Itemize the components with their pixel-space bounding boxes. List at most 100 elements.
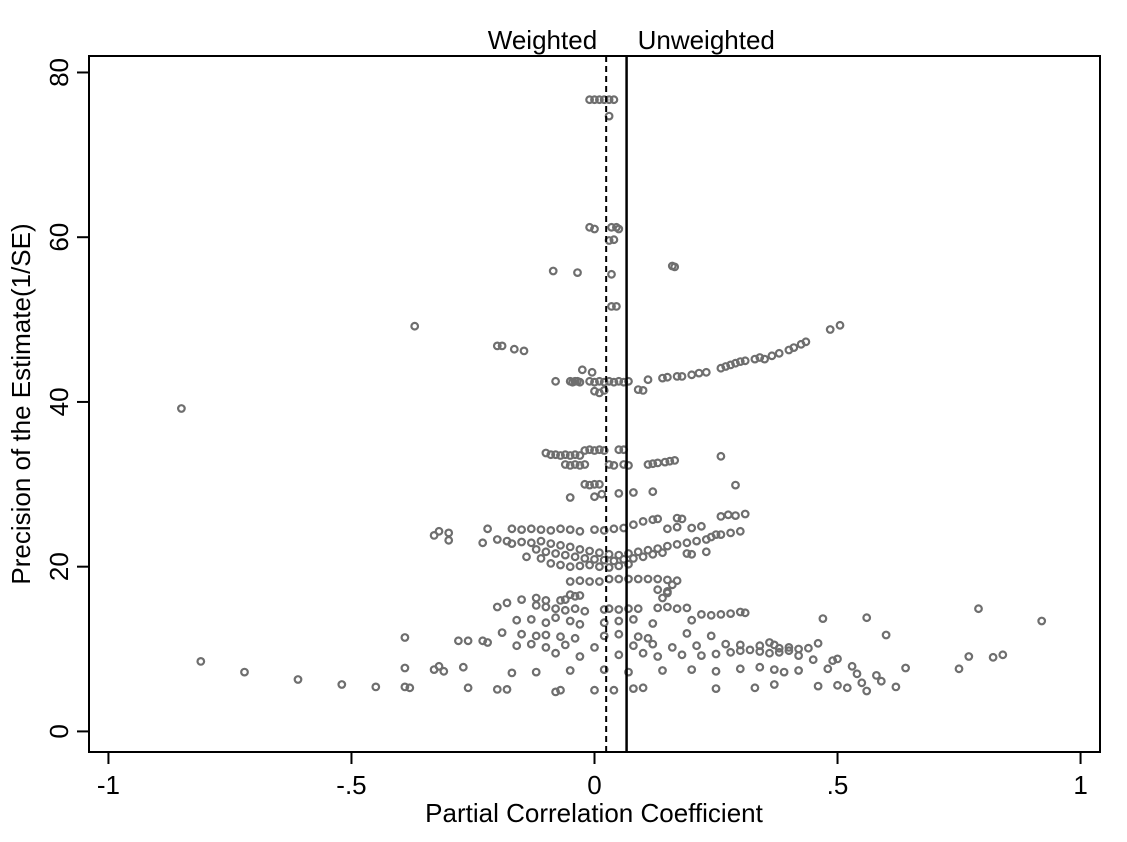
data-point	[575, 652, 585, 661]
data-point	[750, 354, 760, 364]
data-point	[536, 554, 546, 563]
data-point	[813, 638, 823, 648]
data-point	[740, 608, 750, 618]
data-point	[599, 665, 609, 674]
data-point	[677, 650, 687, 660]
data-point	[614, 561, 624, 571]
data-point	[687, 615, 697, 625]
data-point	[575, 526, 585, 536]
data-point	[546, 450, 556, 460]
data-point	[643, 633, 653, 643]
data-point	[400, 633, 410, 642]
data-point	[643, 375, 653, 385]
data-point	[609, 461, 619, 470]
data-point	[629, 684, 638, 693]
data-point	[694, 368, 704, 378]
data-point	[881, 630, 891, 640]
data-point	[624, 559, 633, 569]
data-point	[512, 641, 522, 651]
data-point	[585, 546, 594, 556]
data-point	[541, 618, 551, 628]
data-point	[692, 641, 701, 651]
data-point	[585, 376, 594, 386]
data-point	[551, 549, 560, 558]
data-point	[760, 354, 769, 364]
y-tick-label: 60	[44, 223, 74, 252]
data-point	[857, 678, 867, 688]
data-point	[575, 377, 585, 387]
unweighted-label: Unweighted	[638, 25, 775, 55]
data-point	[458, 662, 468, 672]
data-point	[580, 606, 590, 616]
data-point	[974, 604, 983, 614]
data-point	[653, 585, 663, 595]
data-point	[565, 590, 575, 600]
data-point	[548, 266, 558, 276]
data-point	[565, 562, 575, 572]
data-point	[607, 269, 616, 279]
data-point	[614, 376, 624, 386]
data-point	[590, 554, 599, 564]
data-point	[599, 386, 609, 395]
data-point	[663, 602, 672, 612]
data-point	[624, 461, 633, 470]
data-point	[580, 446, 590, 455]
data-point	[687, 523, 697, 533]
data-point	[556, 524, 565, 534]
data-point	[546, 526, 556, 535]
data-point	[648, 549, 658, 559]
data-point	[638, 552, 648, 562]
data-point	[692, 536, 701, 546]
data-point	[653, 603, 663, 613]
data-point	[643, 574, 653, 584]
data-point	[196, 657, 206, 666]
data-point	[575, 591, 585, 600]
data-point	[590, 377, 599, 387]
data-point	[672, 372, 682, 381]
data-point	[531, 601, 541, 610]
data-point	[954, 664, 964, 674]
data-point	[638, 386, 648, 395]
data-point	[735, 646, 745, 656]
data-point	[711, 530, 721, 539]
data-point	[726, 609, 735, 618]
data-point	[658, 373, 667, 383]
data-point	[556, 560, 565, 570]
data-point	[492, 685, 502, 694]
data-point	[964, 652, 974, 661]
data-point	[711, 649, 721, 659]
data-point	[663, 588, 672, 598]
data-point	[595, 479, 604, 489]
data-point	[509, 344, 519, 354]
data-point	[653, 514, 663, 524]
data-point	[633, 574, 643, 584]
data-point	[575, 461, 585, 470]
data-point	[590, 224, 599, 234]
x-tick-label: .5	[827, 770, 849, 800]
data-point	[609, 95, 619, 105]
data-point	[735, 357, 745, 367]
data-point	[507, 668, 517, 678]
data-point	[565, 616, 575, 626]
data-point	[653, 652, 663, 661]
data-point	[551, 450, 560, 460]
data-point	[570, 460, 580, 469]
data-point	[833, 654, 842, 664]
data-point	[667, 580, 677, 590]
data-point	[755, 353, 765, 362]
data-point	[573, 268, 582, 278]
data-point	[614, 650, 624, 660]
data-point	[483, 524, 493, 534]
data-point	[716, 512, 726, 521]
data-point	[740, 509, 750, 519]
data-point	[604, 549, 614, 559]
data-point	[580, 554, 590, 563]
data-point	[492, 535, 502, 544]
data-point	[556, 451, 565, 460]
data-point	[672, 540, 682, 549]
data-point	[517, 595, 526, 604]
data-point	[560, 450, 570, 460]
data-point	[565, 451, 575, 460]
data-point	[337, 680, 347, 689]
